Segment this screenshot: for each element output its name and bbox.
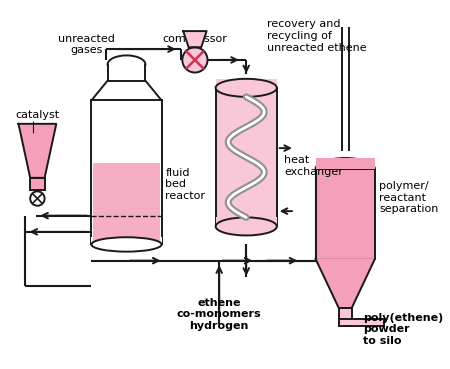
Circle shape (182, 47, 207, 73)
Bar (315, 169, 375, 259)
Bar (339, 308, 351, 326)
Ellipse shape (216, 217, 277, 235)
Text: recovery and
recycling of
unreacted ethene: recovery and recycling of unreacted ethe… (267, 20, 367, 53)
Polygon shape (183, 31, 207, 47)
Bar (216, 88, 277, 227)
Bar (216, 217, 277, 227)
Polygon shape (18, 124, 56, 178)
Ellipse shape (108, 55, 145, 73)
Text: ethene
co-monomers
hydrogen: ethene co-monomers hydrogen (177, 298, 261, 331)
Text: catalyst: catalyst (15, 110, 59, 120)
Circle shape (30, 192, 45, 206)
Text: poly(ethene)
powder
to silo: poly(ethene) powder to silo (363, 313, 444, 346)
Bar (315, 158, 375, 169)
Text: fluid
bed
reactor: fluid bed reactor (165, 168, 205, 201)
Bar (91, 237, 162, 244)
Ellipse shape (315, 158, 375, 180)
Polygon shape (91, 80, 162, 100)
Bar (91, 100, 162, 244)
Bar (339, 319, 384, 326)
Ellipse shape (216, 79, 277, 97)
Bar (93, 163, 160, 244)
Ellipse shape (91, 237, 162, 252)
Text: compressor: compressor (162, 34, 227, 44)
Bar (216, 79, 277, 88)
Text: polymer/
reactant
separation: polymer/ reactant separation (379, 181, 439, 214)
Text: heat
exchanger: heat exchanger (284, 155, 343, 177)
Polygon shape (315, 259, 375, 308)
Bar (108, 65, 145, 80)
Text: unreacted
gases: unreacted gases (58, 34, 115, 55)
Bar (30, 178, 45, 190)
